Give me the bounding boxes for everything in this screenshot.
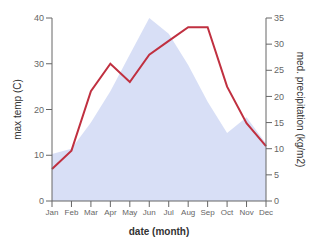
svg-text:med. precipitation (kg/m2): med. precipitation (kg/m2) — [295, 52, 306, 168]
svg-text:20: 20 — [34, 105, 44, 115]
svg-text:Apr: Apr — [104, 208, 117, 217]
svg-text:5: 5 — [274, 170, 279, 180]
svg-text:0: 0 — [39, 196, 44, 206]
svg-text:Oct: Oct — [221, 208, 234, 217]
svg-text:Sep: Sep — [201, 208, 216, 217]
svg-text:Nov: Nov — [239, 208, 253, 217]
svg-text:date (month): date (month) — [129, 226, 190, 237]
svg-text:Feb: Feb — [65, 208, 79, 217]
svg-text:35: 35 — [274, 13, 284, 23]
svg-text:20: 20 — [274, 92, 284, 102]
svg-text:25: 25 — [274, 65, 284, 75]
svg-text:Jun: Jun — [143, 208, 156, 217]
svg-text:0: 0 — [274, 196, 279, 206]
svg-text:30: 30 — [34, 59, 44, 69]
svg-text:10: 10 — [34, 150, 44, 160]
svg-text:40: 40 — [34, 13, 44, 23]
svg-text:Dec: Dec — [259, 208, 273, 217]
svg-text:10: 10 — [274, 144, 284, 154]
svg-text:max temp (C): max temp (C) — [12, 79, 23, 140]
svg-text:Jul: Jul — [164, 208, 174, 217]
svg-text:30: 30 — [274, 39, 284, 49]
svg-text:Mar: Mar — [84, 208, 98, 217]
svg-text:Jan: Jan — [46, 208, 59, 217]
svg-text:15: 15 — [274, 118, 284, 128]
svg-text:Aug: Aug — [181, 208, 195, 217]
svg-text:May: May — [122, 208, 137, 217]
